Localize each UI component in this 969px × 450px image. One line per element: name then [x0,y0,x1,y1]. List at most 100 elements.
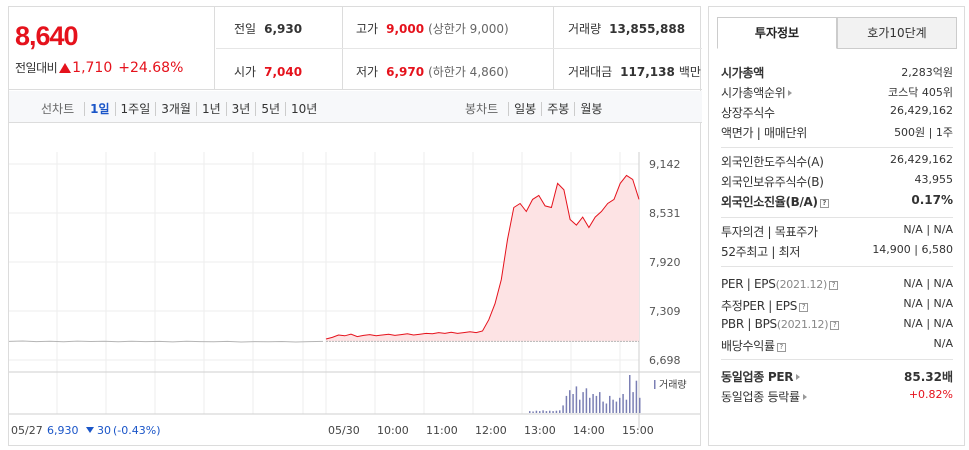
volume-bar [532,411,534,413]
today-price-line [325,174,640,340]
market-cap-row: 시가총액 2,283억원 [721,61,953,81]
divider [721,266,953,267]
volume-value: 13,855,888 [609,22,686,36]
candle-monthly[interactable]: 월봉 [574,102,608,116]
per-value: N/A | N/A [903,277,953,290]
help-icon: ? [776,343,786,352]
candle-daily[interactable]: 일봉 [508,102,542,116]
opinion-label: 투자의견 | 목표주가 [721,225,818,239]
period-1y[interactable]: 1년 [195,102,226,116]
volume-bar [572,394,574,413]
prev-close: 전일 6,930 [234,20,302,37]
y-tick-label: 8,531 [649,207,681,220]
volume-bar [545,411,548,413]
up-triangle-icon [59,63,72,73]
foreign-ratio-value: 0.17% [911,193,953,207]
opinion-value: N/A | N/A [903,223,953,236]
volume-bar [555,410,558,413]
period-1d[interactable]: 1일 [84,102,115,116]
foreign-limit-value: 26,429,162 [890,153,953,166]
prev-day-change: 30 [97,424,111,437]
volume-bar [605,403,608,413]
period-3m[interactable]: 3개월 [155,102,196,116]
volume-bar [529,411,531,413]
volume-bar [539,411,541,413]
period-5y[interactable]: 5년 [255,102,286,116]
dividend-value: N/A [933,337,953,350]
prev-close-value: 6,930 [264,22,303,36]
shares-value: 26,429,162 [890,104,953,117]
sector-change-row: 동일업종 등락률 +0.82% [721,385,953,405]
x-tick-label: 13:00 [524,424,556,437]
volume-bar [632,392,634,413]
side-info-panel: 투자정보 호가10단계 시가총액 2,283억원 시가총액순위 코스닥 405위 상… [708,6,965,446]
open-label: 시가 [234,65,257,79]
volume-bar [635,380,638,413]
volume-bar [575,386,578,413]
week52-value: 14,900 | 6,580 [872,243,953,256]
market-cap-value: 2,283억원 [901,66,953,79]
line-chart-options: 선차트 1일 1주일 3개월 1년 3년 5년 10년 [41,100,323,117]
sector-change-label: 동일업종 등락률 [721,388,807,405]
volume-bar [615,401,618,413]
sector-section: 동일업종 PER 85.32배 동일업종 등락률 +0.82% [721,365,953,405]
down-triangle-icon [86,427,94,433]
sector-per-row: 동일업종 PER 85.32배 [721,365,953,385]
volume-bar [599,392,601,413]
volume-bar [562,405,564,413]
period-3y[interactable]: 3년 [225,102,256,116]
candle-chart-options: 봉차트 일봉 주봉 월봉 [465,100,608,117]
market-cap-section: 시가총액 2,283억원 시가총액순위 코스닥 405위 상장주식수 26,429,1… [721,61,953,141]
volume-bar [542,410,544,413]
chart-toolbar: 선차트 1일 1주일 3개월 1년 3년 5년 10년 봉차트 일봉 주봉 월봉 [9,91,702,123]
per-label: PER | EPS(2021.12)? [721,277,838,291]
volume-label: 거래량 [659,379,687,391]
volume: 거래량 13,855,888 [568,20,685,37]
est-per-label: 추정PER | EPS? [721,297,809,314]
est-per-value: N/A | N/A [903,297,953,310]
volume-bar [609,395,611,413]
high-value: 9,000 [386,22,425,36]
market-cap-label: 시가총액 [721,66,764,80]
foreign-limit-row: 외국인한도주식수(A) 26,429,162 [721,150,953,170]
sector-per-label: 동일업종 PER [721,368,801,385]
dividend-row: 배당수익률? N/A [721,334,953,354]
current-price: 8,640 [15,21,79,51]
x-tick-label: 10:00 [377,424,409,437]
volume-bar [589,397,591,413]
pbr-row: PBR | BPS(2021.12)? N/A | N/A [721,314,953,334]
intraday-price-chart[interactable]: 9,142 8,531 7,920 7,309 6,698 거래량 05/30 10:00 11… [9,124,700,446]
divider [721,217,953,218]
price-header: 8,640 전일대비 1,710 +24.68% 전일 6,930 고가 9,000 (상… [9,7,702,90]
valuation-section: PER | EPS(2021.12)? N/A | N/A 추정PER | EPS… [721,274,953,354]
volume-bar [622,394,624,413]
price-info-grid: 전일 6,930 고가 9,000 (상한가 9,000) 거래량 13,855,888… [216,7,702,90]
amount-unit: 백만 [678,65,701,79]
amount-label: 거래대금 [568,65,613,79]
help-icon: ? [828,281,838,290]
period-10y[interactable]: 10년 [285,102,323,116]
volume-bar [582,392,584,413]
tab-orderbook[interactable]: 호가10단계 [837,17,957,49]
low-price: 저가 6,970 (하한가 4,860) [356,63,509,80]
trade-amount: 거래대금 117,138 백만 [568,63,701,80]
foreign-section: 외국인한도주식수(A) 26,429,162 외국인보유주식수(B) 43,955 … [721,150,953,210]
volume-bar [595,395,598,413]
volume-label: 거래량 [568,22,602,36]
divider [216,48,702,49]
line-chart-label: 선차트 [41,102,75,116]
prev-day-caption: 05/27 [11,424,43,437]
volume-bar [549,410,551,413]
week52-label: 52주최고 | 최저 [721,245,801,259]
tab-invest-info[interactable]: 투자정보 [717,17,837,49]
candle-weekly[interactable]: 주봉 [541,102,575,116]
today-area [326,175,639,342]
low-value: 6,970 [386,65,425,79]
open-value: 7,040 [264,65,303,79]
prev-close-label: 전일 [234,22,257,36]
period-1w[interactable]: 1주일 [114,102,156,116]
market-cap-rank-label: 시가총액순위 [721,84,793,101]
volume-bar [602,401,604,413]
caret-icon [802,394,807,400]
shares-label: 상장주식수 [721,106,775,120]
